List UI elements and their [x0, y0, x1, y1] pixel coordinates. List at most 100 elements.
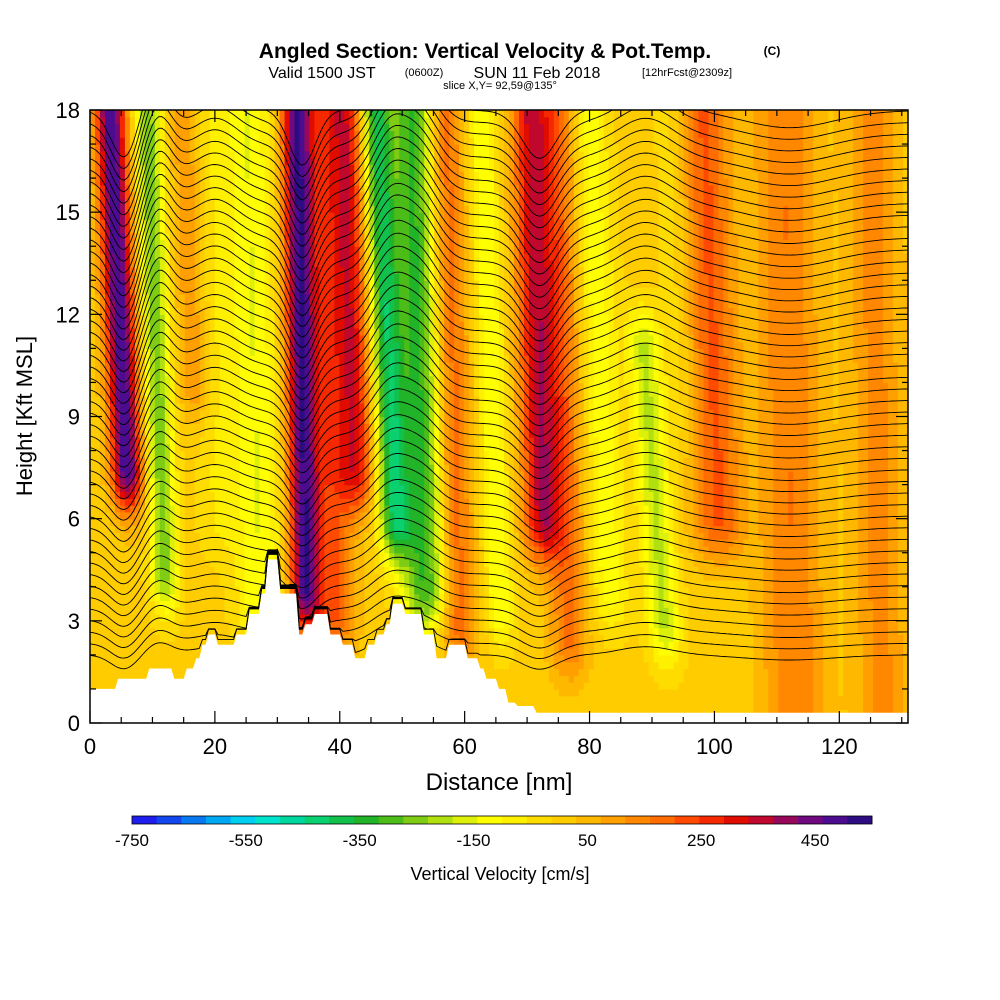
heatmap-cell	[513, 614, 520, 622]
heatmap-cell	[553, 586, 560, 595]
heatmap-cell	[99, 627, 106, 636]
heatmap-cell	[389, 539, 395, 547]
heatmap-cell	[543, 648, 550, 656]
heatmap-cell	[304, 600, 311, 608]
heatmap-cell	[558, 614, 565, 622]
heatmap-cell	[838, 579, 844, 588]
heatmap-cell	[643, 641, 650, 649]
heatmap-cell	[129, 627, 136, 636]
heatmap-cell	[444, 539, 450, 547]
heatmap-cell	[718, 668, 725, 676]
heatmap-cell	[543, 620, 550, 629]
heatmap-cell	[813, 593, 819, 601]
heatmap-cell	[528, 545, 535, 554]
heatmap-cell	[613, 668, 620, 676]
heatmap-cell	[828, 593, 834, 601]
heatmap-cell	[329, 532, 335, 540]
heatmap-cell	[374, 559, 380, 567]
heatmap-cell	[568, 654, 575, 663]
heatmap-cell	[289, 552, 296, 561]
heatmap-cell	[214, 525, 221, 533]
heatmap-cell	[863, 607, 869, 615]
heatmap-cell	[658, 695, 665, 704]
heatmap-cell	[668, 552, 675, 561]
heatmap-cell	[568, 695, 575, 704]
heatmap-cell	[109, 634, 116, 642]
heatmap-cell	[758, 552, 764, 561]
heatmap-cell	[339, 600, 345, 608]
heatmap-cell	[853, 573, 859, 581]
heatmap-cell	[494, 566, 500, 574]
heatmap-cell	[513, 688, 520, 697]
heatmap-cell	[823, 579, 829, 588]
heatmap-cell	[578, 539, 585, 547]
heatmap-cell	[129, 525, 136, 533]
heatmap-cell	[354, 559, 360, 567]
heatmap-cell	[898, 518, 904, 527]
heatmap-cell	[613, 600, 620, 608]
heatmap-cell	[843, 545, 849, 554]
heatmap-cell	[294, 559, 301, 567]
heatmap-cell	[858, 525, 864, 533]
heatmap-cell	[513, 518, 520, 527]
heatmap-cell	[798, 627, 804, 636]
heatmap-cell	[90, 586, 96, 595]
heatmap-cell	[149, 552, 156, 561]
heatmap-cell	[129, 614, 136, 622]
heatmap-cell	[249, 586, 256, 595]
heatmap-cell	[638, 675, 645, 683]
heatmap-cell	[843, 559, 849, 567]
heatmap-cell	[464, 593, 470, 601]
heatmap-cell	[274, 539, 281, 547]
heatmap-cell	[653, 668, 660, 676]
heatmap-cell	[424, 511, 430, 520]
heatmap-cell	[384, 614, 390, 622]
heatmap-cell	[389, 593, 395, 601]
heatmap-cell	[494, 518, 500, 527]
heatmap-cell	[419, 600, 425, 608]
heatmap-cell	[753, 648, 759, 656]
heatmap-cell	[573, 607, 580, 615]
heatmap-cell	[778, 675, 784, 683]
heatmap-cell	[813, 518, 819, 527]
heatmap-cell	[713, 641, 720, 649]
heatmap-cell	[454, 607, 460, 615]
heatmap-cell	[513, 573, 520, 581]
heatmap-cell	[209, 600, 216, 608]
heatmap-cell	[648, 600, 655, 608]
heatmap-cell	[144, 545, 151, 554]
heatmap-cell	[838, 634, 844, 642]
heatmap-cell	[459, 614, 465, 622]
heatmap-cell	[868, 682, 874, 690]
heatmap-cell	[808, 648, 814, 656]
heatmap-cell	[119, 573, 126, 581]
heatmap-cell	[798, 668, 804, 676]
heatmap-cell	[738, 525, 744, 533]
heatmap-cell	[528, 695, 535, 704]
heatmap-cell	[813, 661, 819, 670]
heatmap-cell	[898, 688, 904, 697]
heatmap-cell	[149, 600, 156, 608]
heatmap-cell	[653, 648, 660, 656]
heatmap-cell	[563, 641, 570, 649]
heatmap-cell	[853, 668, 859, 676]
heatmap-cell	[429, 600, 435, 608]
heatmap-cell	[883, 539, 889, 547]
heatmap-cell	[364, 552, 370, 561]
heatmap-cell	[703, 620, 710, 629]
heatmap-cell	[748, 573, 754, 581]
heatmap-cell	[528, 620, 535, 629]
heatmap-cell	[189, 525, 196, 533]
heatmap-cell	[274, 525, 281, 533]
heatmap-cell	[439, 566, 445, 574]
heatmap-cell	[863, 682, 869, 690]
heatmap-cell	[119, 648, 126, 656]
heatmap-cell	[743, 525, 749, 533]
heatmap-cell	[678, 668, 685, 676]
heatmap-cell	[528, 532, 535, 540]
heatmap-cell	[139, 579, 146, 588]
heatmap-cell	[279, 518, 286, 527]
heatmap-cell	[144, 661, 151, 670]
heatmap-cell	[798, 661, 804, 670]
heatmap-cell	[439, 586, 445, 595]
